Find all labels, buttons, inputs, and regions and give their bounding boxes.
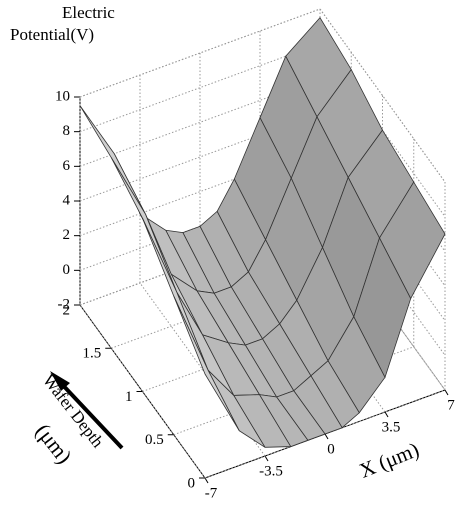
x-axis-label: X (μm): [356, 437, 422, 482]
grid-line: [79, 147, 321, 237]
depth-arrow-head: [50, 371, 70, 391]
grid-line: [319, 8, 446, 183]
y-tick-label: 1: [125, 389, 133, 405]
grid-line: [79, 216, 321, 306]
z-tick-label: 4: [63, 192, 71, 208]
z-tick-label: 8: [63, 123, 71, 139]
z-axis-label: Electric: [62, 3, 115, 22]
x-tick-label: -3.5: [259, 463, 283, 479]
tick-mark: [204, 477, 209, 484]
grid-line: [111, 259, 352, 349]
tick-mark: [324, 433, 329, 440]
z-tick-label: 10: [55, 88, 70, 104]
x-tick-label: 0: [327, 441, 335, 457]
z-axis-label: Potential(V): [10, 25, 94, 44]
x-tick-label: -7: [205, 485, 218, 501]
x-tick-label: 3.5: [382, 419, 401, 435]
depth-arrow: [56, 378, 124, 450]
grid-line: [204, 389, 446, 479]
y-tick-label: 1.5: [83, 346, 102, 362]
tick-mark: [384, 411, 389, 418]
y-tick-label: 0: [188, 475, 196, 491]
y-axis-label: (μm): [31, 419, 78, 469]
z-tick-label: 0: [63, 262, 71, 278]
grid-line: [79, 43, 321, 133]
grid-line: [79, 181, 321, 271]
grid-line: [173, 346, 414, 436]
z-tick-label: -2: [58, 296, 71, 312]
grid-line: [79, 304, 206, 479]
grid-line: [142, 303, 383, 392]
y-tick-label: 2: [63, 302, 71, 318]
z-tick-label: 2: [63, 227, 71, 243]
tick-mark: [444, 389, 449, 396]
grid-line: [79, 8, 321, 98]
grid-line: [319, 216, 446, 391]
y-tick-label: 0.5: [145, 432, 164, 448]
surface-patch: [173, 295, 240, 431]
grid-line: [79, 77, 321, 167]
tick-mark: [264, 455, 269, 462]
x-tick-label: 7: [447, 397, 455, 413]
z-tick-label: 6: [63, 158, 71, 174]
surface: [79, 16, 446, 448]
grid-line: [79, 112, 321, 202]
